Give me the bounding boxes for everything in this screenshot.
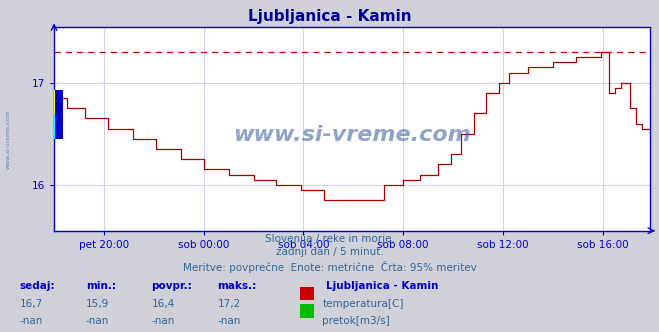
Text: 17,2: 17,2 [217,299,241,309]
Text: maks.:: maks.: [217,281,257,290]
Bar [55,90,63,139]
Text: povpr.:: povpr.: [152,281,192,290]
Text: Ljubljanica - Kamin: Ljubljanica - Kamin [326,281,439,290]
Text: sedaj:: sedaj: [20,281,55,290]
Text: -nan: -nan [86,316,109,326]
Bar [47,114,55,139]
Text: www.si-vreme.com: www.si-vreme.com [233,125,471,145]
Text: Slovenija / reke in morje.: Slovenija / reke in morje. [264,234,395,244]
Text: Meritve: povprečne  Enote: metrične  Črta: 95% meritev: Meritve: povprečne Enote: metrične Črta:… [183,261,476,273]
Text: min.:: min.: [86,281,116,290]
Text: -nan: -nan [217,316,241,326]
Text: 16,7: 16,7 [20,299,43,309]
Text: 15,9: 15,9 [86,299,109,309]
Bar [47,90,55,114]
Text: -nan: -nan [20,316,43,326]
Text: 16,4: 16,4 [152,299,175,309]
Text: Ljubljanica - Kamin: Ljubljanica - Kamin [248,9,411,24]
Text: temperatura[C]: temperatura[C] [322,299,404,309]
Text: pretok[m3/s]: pretok[m3/s] [322,316,390,326]
Text: -nan: -nan [152,316,175,326]
Text: www.si-vreme.com: www.si-vreme.com [5,110,11,169]
Text: zadnji dan / 5 minut.: zadnji dan / 5 minut. [275,247,384,257]
